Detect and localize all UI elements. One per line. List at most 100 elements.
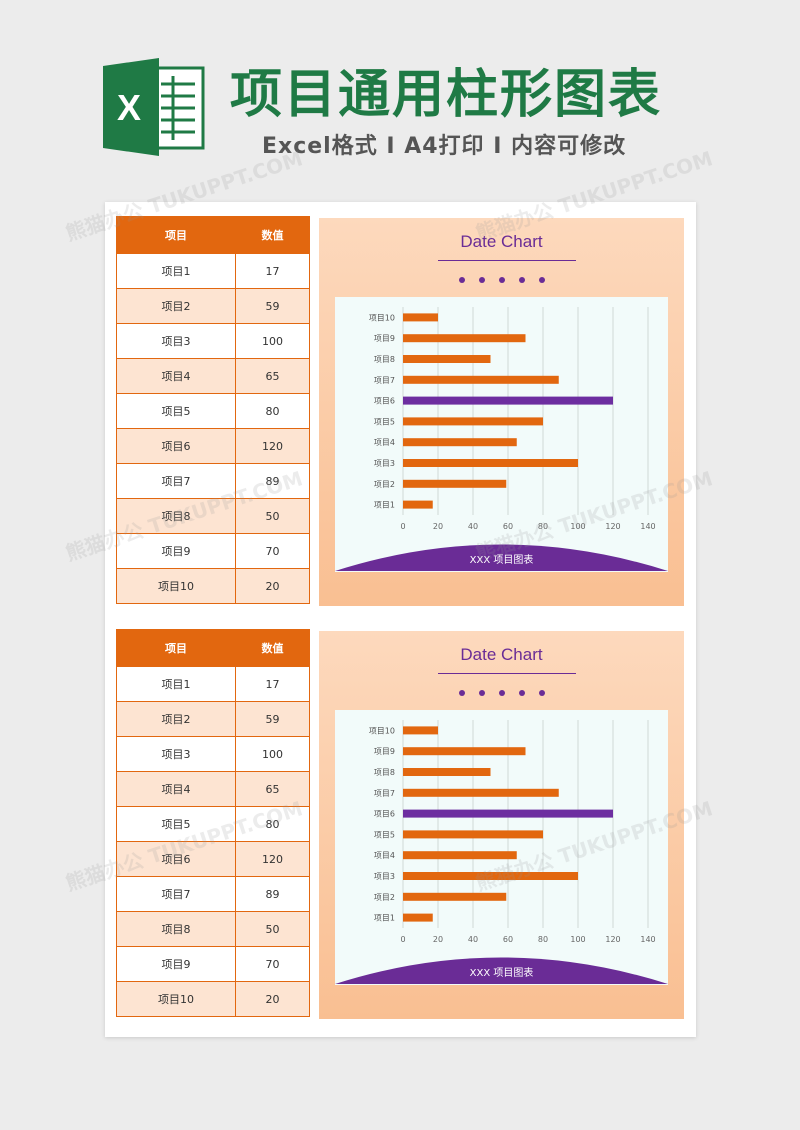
item-value-cell[interactable]: 70 [235, 533, 310, 569]
item-name-cell[interactable]: 项目7 [115, 876, 237, 912]
bar-1[interactable] [403, 913, 433, 922]
item-value-cell[interactable]: 70 [235, 946, 310, 982]
item-value-cell[interactable]: 59 [235, 701, 310, 737]
y-tick-label: 项目7 [374, 789, 395, 798]
bar-8[interactable] [403, 355, 491, 363]
item-name-cell[interactable]: 项目5 [115, 806, 237, 842]
item-name-cell[interactable]: 项目5 [115, 393, 237, 429]
item-name-cell[interactable]: 项目7 [115, 463, 237, 499]
item-value-cell[interactable]: 20 [235, 981, 310, 1017]
dot-icon [478, 277, 485, 283]
bar-2[interactable] [403, 892, 507, 901]
item-value-cell[interactable]: 65 [235, 358, 310, 394]
item-name-cell[interactable]: 项目8 [115, 911, 237, 947]
item-name-cell[interactable]: 项目8 [115, 498, 237, 534]
bar-9[interactable] [403, 747, 526, 756]
table-row: 项目8 50 [115, 498, 310, 534]
item-name-cell[interactable]: 项目1 [115, 253, 237, 289]
dot-icon [498, 277, 505, 283]
table-row: 项目8 50 [115, 911, 310, 947]
item-name-cell[interactable]: 项目1 [115, 666, 237, 702]
item-name-cell[interactable]: 项目4 [115, 771, 237, 807]
table-row: 项目9 70 [115, 946, 310, 982]
dot-icon [458, 690, 465, 696]
bar-5[interactable] [403, 417, 543, 426]
chart-panel: Date Chart 0 20 40 60 80 100 120 140 项目1 项目2 项目3 项目4… [319, 218, 684, 606]
item-name-cell[interactable]: 项目4 [115, 358, 237, 394]
bar-4[interactable] [403, 438, 517, 447]
data-block-1: 项目 数值 项目1 17 项目2 59 项目3 100 项目4 65 项目5 80 项目6 120 项目7 8… [105, 202, 696, 606]
chart-footer-banner [335, 957, 668, 984]
y-tick-label: 项目7 [374, 376, 395, 385]
item-value-cell[interactable]: 120 [235, 841, 310, 877]
item-name-cell[interactable]: 项目10 [115, 568, 237, 604]
item-value-cell[interactable]: 120 [235, 428, 310, 464]
sheet: 项目 数值 项目1 17 项目2 59 项目3 100 项目4 65 项目5 80 项目6 120 项目7 8… [105, 202, 696, 1037]
item-name-cell[interactable]: 项目3 [115, 736, 237, 772]
item-value-cell[interactable]: 17 [235, 253, 310, 289]
item-value-cell[interactable]: 100 [235, 736, 310, 772]
item-name-cell[interactable]: 项目6 [115, 841, 237, 877]
bar-5[interactable] [403, 830, 543, 839]
dot-icon [518, 690, 525, 696]
bar-7[interactable] [403, 788, 559, 797]
item-value-cell[interactable]: 20 [235, 568, 310, 604]
x-tick-label: 120 [605, 935, 620, 944]
bar-10[interactable] [403, 313, 438, 322]
bar-7[interactable] [403, 375, 559, 384]
item-value-cell[interactable]: 17 [235, 666, 310, 702]
chart-footer-label: XXX 项目图表 [469, 968, 534, 979]
dot-icon [458, 277, 465, 283]
chart-title-underline [438, 673, 576, 674]
y-tick-label: 项目6 [374, 397, 395, 406]
item-name-cell[interactable]: 项目9 [115, 946, 237, 982]
y-tick-label: 项目10 [369, 313, 395, 322]
item-name-cell[interactable]: 项目10 [115, 981, 237, 1017]
chart-plot-area: 0 20 40 60 80 100 120 140 项目1 项目2 项目3 项目4 项目5 项目6 项目7 项… [335, 297, 668, 572]
chart-panel: Date Chart 0 20 40 60 80 100 120 140 项目1 项目2 项目3 项目4… [319, 631, 684, 1019]
excel-logo-icon: X [103, 58, 205, 156]
y-tick-label: 项目5 [374, 417, 395, 426]
y-tick-label: 项目8 [374, 355, 395, 364]
item-name-cell[interactable]: 项目3 [115, 323, 237, 359]
bar-4[interactable] [403, 851, 517, 860]
header: X 项目通用柱形图表 Excel格式 I A4打印 I 内容可修改 [0, 0, 800, 190]
chart-title: Date Chart [460, 232, 543, 251]
x-tick-label: 140 [640, 935, 655, 944]
item-value-cell[interactable]: 80 [235, 393, 310, 429]
bar-2[interactable] [403, 479, 507, 488]
item-value-cell[interactable]: 59 [235, 288, 310, 324]
item-value-cell[interactable]: 89 [235, 463, 310, 499]
chart-footer-banner [335, 544, 668, 571]
dot-icon [538, 277, 545, 283]
x-tick-label: 0 [400, 522, 405, 531]
bar-10[interactable] [403, 726, 438, 735]
table-row: 项目6 120 [115, 841, 310, 877]
x-tick-label: 120 [605, 522, 620, 531]
x-tick-label: 80 [538, 935, 548, 944]
bar-1[interactable] [403, 500, 433, 509]
y-tick-label: 项目2 [374, 480, 395, 489]
table-row: 项目2 59 [115, 701, 310, 737]
item-value-cell[interactable]: 80 [235, 806, 310, 842]
bar-9[interactable] [403, 334, 526, 343]
bar-8[interactable] [403, 768, 491, 776]
item-name-cell[interactable]: 项目6 [115, 428, 237, 464]
item-value-cell[interactable]: 89 [235, 876, 310, 912]
x-tick-label: 40 [468, 522, 478, 531]
item-name-cell[interactable]: 项目2 [115, 288, 237, 324]
item-value-cell[interactable]: 65 [235, 771, 310, 807]
bar-3[interactable] [403, 459, 578, 467]
bar-6[interactable] [403, 809, 613, 818]
item-name-cell[interactable]: 项目9 [115, 533, 237, 569]
dot-icon [478, 690, 485, 696]
data-table: 项目 数值 项目1 17 项目2 59 项目3 100 项目4 65 项目5 80 项目6 120 项目7 8… [115, 629, 310, 1017]
item-value-cell[interactable]: 50 [235, 498, 310, 534]
table-row: 项目3 100 [115, 736, 310, 772]
item-name-cell[interactable]: 项目2 [115, 701, 237, 737]
bar-6[interactable] [403, 396, 613, 405]
x-tick-label: 140 [640, 522, 655, 531]
item-value-cell[interactable]: 50 [235, 911, 310, 947]
item-value-cell[interactable]: 100 [235, 323, 310, 359]
bar-3[interactable] [403, 872, 578, 880]
